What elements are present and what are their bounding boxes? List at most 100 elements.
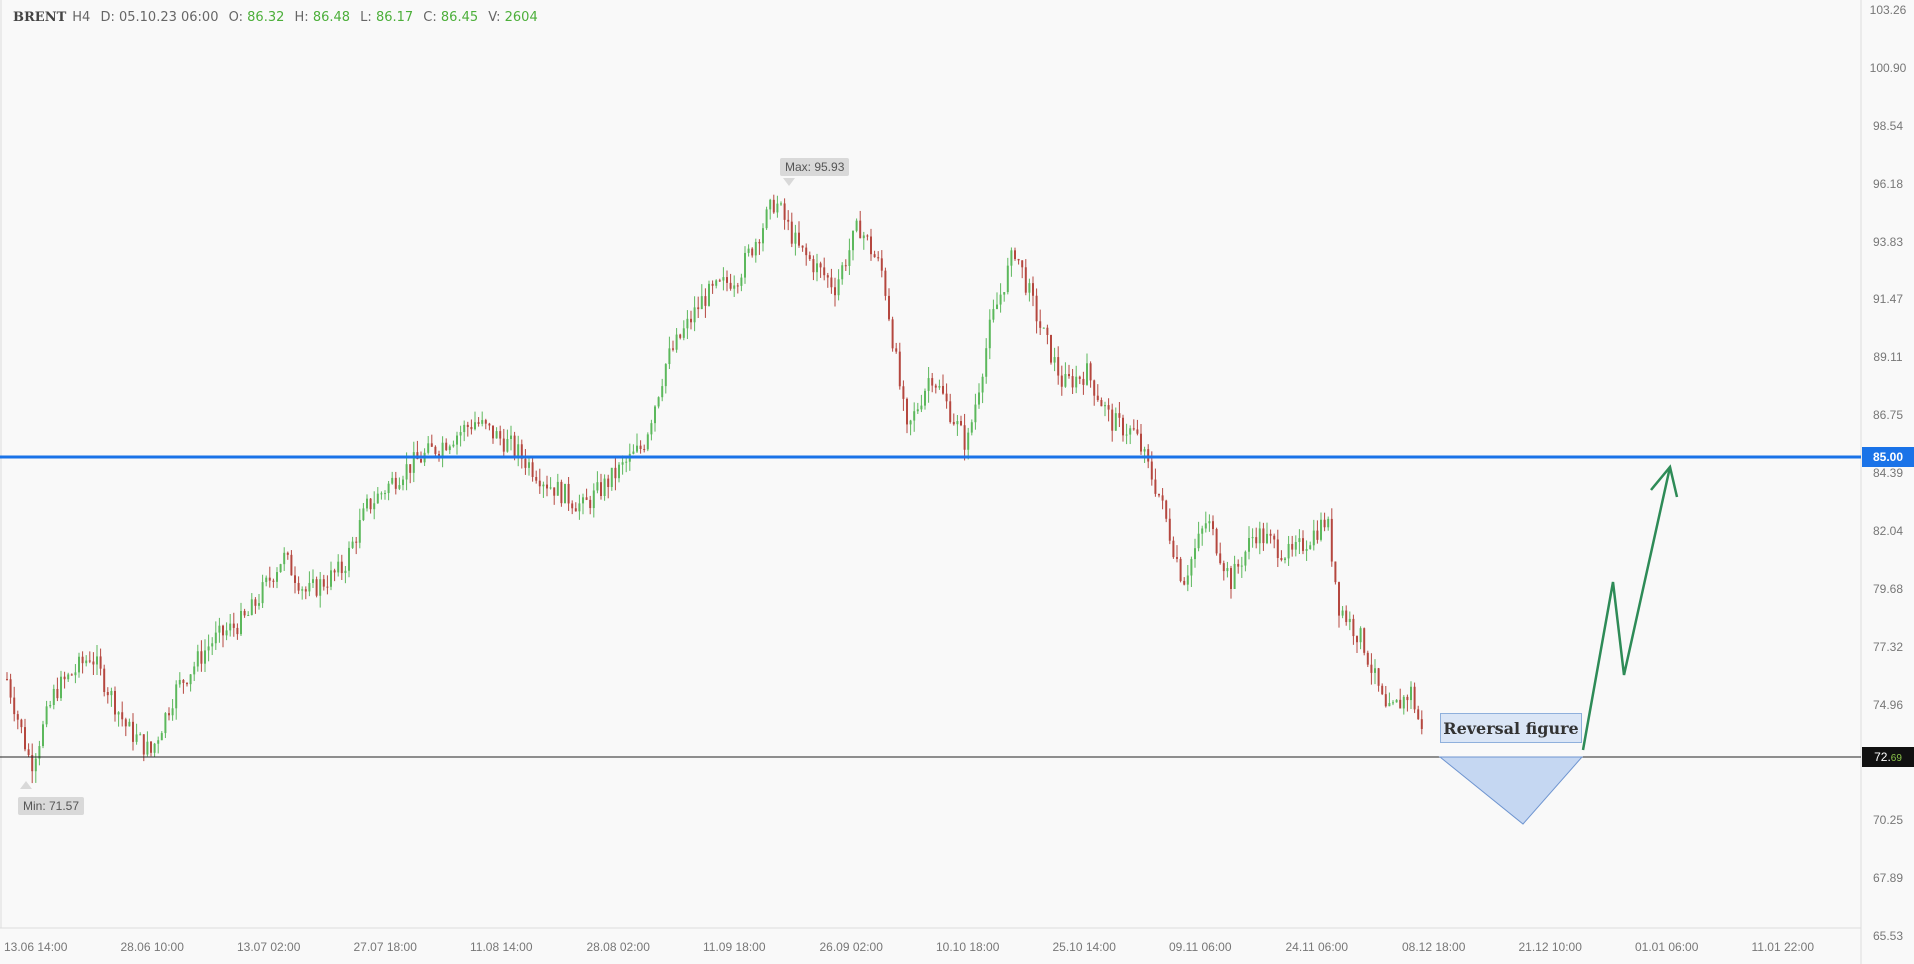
candle-body: [1118, 413, 1121, 418]
time-tick-label: 13.07 02:00: [237, 940, 301, 954]
candle-body: [1096, 395, 1099, 401]
candle-body: [74, 672, 77, 676]
time-tick-label: 27.07 18:00: [353, 940, 417, 954]
candle-body: [330, 570, 332, 587]
candle-body: [1280, 558, 1283, 561]
candle-body: [1028, 283, 1031, 293]
candle-body: [960, 421, 962, 426]
candle-body: [204, 650, 206, 664]
candle-body: [402, 479, 404, 486]
candle-body: [1057, 357, 1060, 376]
candle-body: [279, 564, 282, 573]
last-price-main: 72.: [1874, 750, 1891, 764]
candle-body: [988, 319, 991, 349]
candle-body: [294, 575, 296, 583]
candle-body: [553, 487, 556, 496]
candle-body: [661, 386, 664, 398]
candle-body: [207, 646, 210, 651]
candle-body: [920, 405, 923, 410]
candle-body: [726, 277, 728, 283]
candle-body: [754, 241, 757, 256]
candle-body: [938, 385, 941, 388]
candle-body: [1168, 518, 1171, 541]
candle-body: [1323, 519, 1326, 528]
candle-body: [438, 453, 440, 456]
candle-body: [1201, 528, 1204, 534]
candle-body: [1320, 519, 1322, 540]
candle-body: [283, 552, 286, 565]
candle-body: [992, 309, 995, 320]
candle-body: [1273, 535, 1276, 540]
candle-body: [409, 464, 412, 473]
candle-body: [816, 263, 818, 273]
candle-body: [470, 427, 473, 430]
time-tick-label: 28.06 10:00: [120, 940, 184, 954]
candle-body: [733, 285, 736, 289]
candle-body: [985, 348, 988, 377]
candle-body: [531, 462, 534, 477]
candle-body: [848, 250, 851, 266]
candle-body: [114, 690, 116, 715]
candle-body: [564, 483, 566, 504]
candle-body: [780, 203, 782, 205]
candle-body: [164, 713, 167, 734]
candle-body: [578, 503, 581, 512]
candle-body: [1338, 582, 1340, 616]
candle-body: [366, 498, 368, 509]
candle-body: [708, 283, 710, 306]
candle-body: [34, 758, 37, 772]
candle-body: [1071, 376, 1074, 388]
candle-body: [765, 209, 768, 229]
candle-body: [225, 630, 228, 636]
candle-body: [391, 477, 394, 484]
forecast-arrow[interactable]: [1581, 466, 1672, 751]
candle-body: [394, 477, 397, 489]
candle-body: [1165, 500, 1168, 519]
candle-body: [85, 660, 88, 664]
candle-body: [844, 265, 847, 267]
price-tick-label: 84.39: [1872, 466, 1904, 480]
price-tick-label: 93.83: [1872, 234, 1904, 249]
candle-body: [855, 220, 858, 231]
time-tick-label: 01.01 06:00: [1635, 940, 1699, 954]
candle-body: [1006, 265, 1009, 293]
candle-body: [243, 610, 246, 616]
candle-body: [351, 541, 354, 548]
candle-body: [290, 554, 293, 576]
candle-body: [315, 579, 318, 596]
candle-body: [999, 294, 1002, 305]
candle-body: [1348, 618, 1351, 623]
candle-body: [1420, 719, 1423, 729]
candle-body: [139, 734, 142, 736]
candle-body: [1230, 568, 1232, 589]
candle-body: [132, 721, 134, 742]
candle-body: [110, 690, 113, 696]
reversal-triangle[interactable]: [1438, 756, 1584, 825]
candle-body: [463, 424, 466, 433]
time-tick-label: 13.06 14:00: [4, 940, 68, 954]
candle-body: [582, 497, 584, 504]
candle-body: [1190, 559, 1193, 576]
candle-body: [574, 508, 577, 512]
candle-body: [1356, 636, 1358, 643]
candle-body: [1287, 543, 1290, 559]
candle-body: [1086, 363, 1088, 385]
candle-body: [49, 704, 52, 707]
price-tick-label: 91.47: [1872, 292, 1904, 307]
candle-body: [686, 318, 689, 329]
candle-body: [1132, 428, 1135, 430]
candle-body: [160, 733, 163, 741]
volume-label: V:: [488, 10, 501, 25]
candle-body: [222, 625, 224, 636]
time-tick-label: 26.09 02:00: [819, 940, 883, 954]
candle-body: [211, 643, 214, 647]
candle-body: [1136, 429, 1139, 434]
candle-body: [520, 444, 523, 459]
candle-body: [1183, 580, 1186, 585]
candle-body: [254, 599, 257, 606]
candle-body: [258, 603, 260, 606]
candle-body: [1114, 413, 1117, 431]
candle-body: [78, 656, 80, 673]
candle-body: [722, 277, 725, 281]
